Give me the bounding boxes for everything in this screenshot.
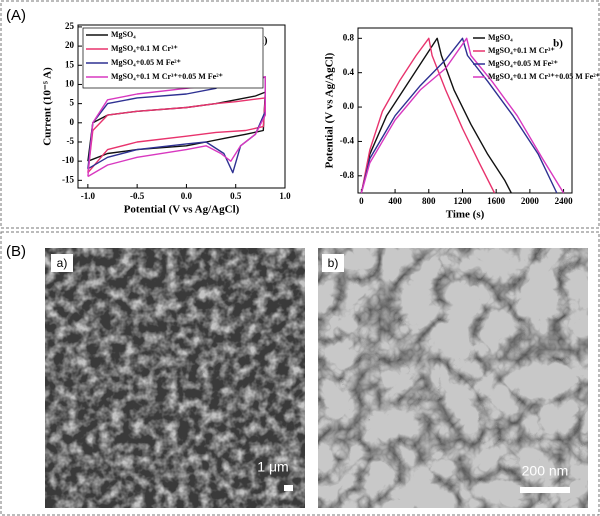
sem-image: a) 1 μm: [45, 248, 305, 508]
data-line: [360, 37, 512, 194]
plot-frame: [357, 27, 573, 194]
panel-a-frame: [0, 0, 600, 229]
image-label: a): [57, 256, 68, 270]
y-tick-label: -0.8: [340, 170, 355, 180]
y-tick-label: 0.4: [343, 67, 355, 77]
y-tick-label: 20: [65, 40, 75, 50]
data-line: [360, 37, 496, 194]
data-line: [87, 70, 266, 178]
y-axis-label: Potential (V vs Ag/AgCl): [324, 52, 336, 168]
data-line: [360, 37, 558, 194]
plot-frame: [77, 24, 286, 189]
panel-b-frame: [0, 231, 600, 516]
y-tick-label: 5: [70, 98, 75, 108]
y-tick-label: 10: [65, 79, 75, 89]
y-tick-label: 0.8: [343, 32, 355, 42]
scale-label: 200 nm: [522, 463, 569, 479]
legend-label: MgSO₄+0.05 M Fe²⁺: [111, 58, 181, 67]
y-tick-label: 15: [65, 59, 75, 69]
x-tick-label: 2400: [555, 196, 574, 206]
x-axis-label: Potential (V vs Ag/AgCl): [124, 204, 240, 216]
legend-frame: [82, 27, 264, 89]
legend-label: MgSO₄+0.1 M Cr³⁺+0.05 M Fe²⁺: [111, 72, 223, 81]
x-tick-label: -1.0: [81, 191, 96, 201]
scale-label: 1 μm: [257, 459, 288, 475]
panel-label: (A): [6, 7, 26, 24]
x-tick-label: 2000: [521, 196, 540, 206]
x-tick-label: 0.0: [181, 191, 193, 201]
y-tick-label: 0: [70, 117, 75, 127]
image-label: b): [328, 256, 339, 270]
x-tick-label: 1600: [487, 196, 506, 206]
x-tick-label: 800: [422, 196, 436, 206]
legend-label: MgSO₄+0.05 M Fe²⁺: [488, 59, 558, 68]
y-tick-label: 25: [65, 21, 75, 31]
data-line: [360, 37, 565, 194]
x-axis-label: Time (s): [446, 209, 485, 221]
legend-label: MgSO₄: [488, 33, 513, 42]
legend-label: MgSO₄+0.1 M Cr³⁺: [111, 44, 178, 53]
legend-label: MgSO₄+0.1 M Cr³⁺+0.05 M Fe²⁺: [488, 72, 600, 81]
y-tick-label: -15: [62, 174, 74, 184]
x-tick-label: 1.0: [279, 191, 291, 201]
x-tick-label: 0.5: [230, 191, 242, 201]
tem-image: b) 200 nm: [318, 248, 588, 508]
x-tick-label: 0: [359, 196, 364, 206]
x-tick-label: -0.5: [130, 191, 145, 201]
panel-label: (B): [6, 243, 26, 260]
y-tick-label: 0.0: [343, 101, 355, 111]
y-tick-label: -5: [67, 136, 75, 146]
legend-label: MgSO₄+0.1 M Cr³⁺: [488, 46, 555, 55]
x-tick-label: 400: [388, 196, 402, 206]
y-axis-label: Current (10⁻⁵ A): [42, 67, 54, 146]
annotation: b): [553, 38, 563, 50]
legend-label: MgSO₄: [111, 30, 136, 39]
x-tick-label: 1200: [453, 196, 472, 206]
y-tick-label: -0.4: [340, 136, 355, 146]
y-tick-label: -10: [62, 155, 74, 165]
